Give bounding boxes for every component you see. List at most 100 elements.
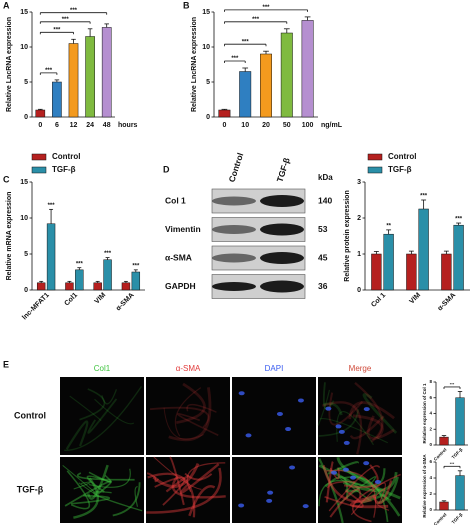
- bar: [383, 233, 394, 291]
- error-bar: [421, 199, 427, 209]
- cell-signal: [342, 471, 398, 492]
- bar: [36, 282, 46, 291]
- blot-band: [260, 195, 304, 207]
- cell-signal: [62, 464, 98, 496]
- blot-row-label: Col 1: [165, 195, 186, 205]
- cell-signal: [338, 477, 370, 501]
- cell-signal: [186, 403, 217, 413]
- cell-signal: [79, 388, 106, 421]
- cell-signal: [163, 407, 204, 440]
- cell-signal: [361, 492, 387, 504]
- blot-row-label: α-SMA: [165, 252, 192, 262]
- x-tick-label: Control: [433, 512, 448, 525]
- cell-signal: [328, 465, 381, 512]
- channel-label: α-SMA: [176, 364, 201, 373]
- micrograph: [60, 377, 144, 455]
- bar: [455, 397, 465, 446]
- blot-band: [212, 282, 256, 291]
- cell-signal: [329, 488, 362, 518]
- y-tick-label: 0: [429, 507, 432, 512]
- cell-signal: [322, 464, 372, 503]
- bar: [65, 282, 74, 291]
- error-bar: [67, 280, 72, 283]
- channel-label: DAPI: [265, 364, 284, 373]
- nucleus: [276, 411, 283, 416]
- cell-signal: [154, 476, 186, 506]
- cell-signal: [171, 475, 226, 499]
- error-bar: [263, 50, 269, 54]
- panel-letter: A: [3, 0, 10, 10]
- cell-signal: [174, 387, 202, 437]
- cell-signal: [179, 463, 220, 495]
- cell-signal: [324, 489, 364, 508]
- error-bar: [105, 257, 110, 260]
- error-bar: [441, 500, 447, 502]
- legend-swatch: [31, 153, 47, 161]
- blot-band: [260, 252, 304, 264]
- blot-row-label: Vimentin: [165, 224, 201, 234]
- cell-signal: [318, 464, 360, 493]
- x-tick-label: 6: [55, 122, 59, 129]
- bar: [453, 224, 464, 291]
- bar: [406, 253, 417, 291]
- blot-row-label: GAPDH: [165, 281, 196, 291]
- legend-swatch: [367, 166, 383, 174]
- legend-label: TGF-β: [388, 165, 412, 174]
- y-tick-label: 2: [429, 426, 432, 431]
- significance-label: ***: [76, 261, 84, 267]
- cell-signal: [317, 389, 331, 426]
- error-bar: [71, 38, 76, 44]
- x-unit-label: ng/mL: [321, 122, 343, 129]
- significance-label: ***: [450, 382, 455, 386]
- bar: [439, 501, 449, 511]
- y-axis-label: Relative LncRNA expression: [191, 17, 198, 112]
- cell-signal: [366, 415, 395, 440]
- bar: [439, 436, 449, 446]
- molecular-weight: 36: [318, 281, 328, 291]
- bar: [371, 253, 382, 291]
- y-tick-label: 15: [20, 9, 28, 16]
- mw-unit: kDa: [318, 173, 333, 182]
- cell-signal: [149, 406, 210, 429]
- blot-band: [260, 280, 304, 293]
- cell-signal: [377, 476, 399, 504]
- molecular-weight: 140: [318, 195, 332, 205]
- legend-swatch: [367, 153, 383, 161]
- y-tick-label: 2: [357, 215, 361, 222]
- lane-label: TGF-β: [275, 156, 292, 183]
- cell-signal: [184, 472, 213, 481]
- error-bar: [54, 79, 60, 82]
- micrograph: [318, 377, 402, 455]
- cell-signal: [186, 462, 226, 493]
- cell-signal: [69, 395, 102, 422]
- cell-signal: [188, 485, 216, 517]
- error-bar: [77, 267, 82, 270]
- significance-label: ***: [450, 462, 455, 466]
- significance-label: ***: [53, 27, 61, 33]
- bar: [280, 32, 293, 118]
- cell-signal: [319, 417, 389, 444]
- y-axis-label: Relative mRNA expression: [6, 192, 13, 281]
- x-tick-label: α-SMA: [437, 292, 458, 313]
- bar: [455, 475, 465, 511]
- x-tick-label: VIM: [408, 292, 422, 306]
- cell-signal: [73, 481, 91, 490]
- bar: [218, 109, 231, 118]
- x-tick-label: 24: [86, 122, 94, 129]
- y-tick-label: 10: [20, 44, 28, 51]
- micrograph: [146, 457, 230, 523]
- micrograph: [232, 377, 316, 455]
- legend-label: TGF-β: [52, 165, 76, 174]
- x-tick-label: 50: [283, 122, 291, 129]
- channel-label: Col1: [94, 364, 111, 373]
- condition-label: Control: [14, 410, 46, 420]
- bar: [101, 27, 112, 118]
- error-bar: [49, 208, 54, 224]
- error-bar: [123, 280, 128, 283]
- nucleus: [342, 467, 349, 472]
- y-tick-label: 8: [429, 379, 432, 384]
- bar: [35, 109, 46, 118]
- bar: [103, 259, 112, 291]
- lane-label: Control: [227, 151, 246, 183]
- micrograph: [318, 457, 402, 523]
